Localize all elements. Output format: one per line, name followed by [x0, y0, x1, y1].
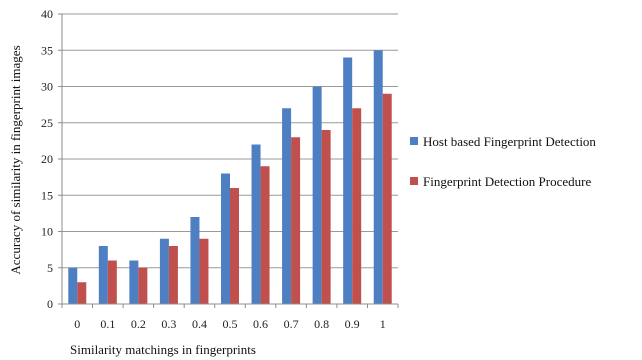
x-tick-label: 0.4 — [192, 317, 207, 331]
y-axis-title: Accuracy of similarity in fingerprint im… — [8, 45, 23, 274]
legend-swatch-series-2 — [410, 177, 418, 185]
x-tick-label: 0.8 — [314, 317, 329, 331]
y-tick-label: 15 — [41, 188, 53, 202]
x-tick-label: 0.7 — [284, 317, 299, 331]
bar-series-1 — [282, 108, 292, 304]
bar-series-2 — [138, 267, 148, 304]
x-tick-label: 0.3 — [161, 317, 176, 331]
y-tick-label: 25 — [41, 116, 53, 130]
bar-series-1 — [312, 86, 322, 304]
x-tick-label: 0.1 — [100, 317, 115, 331]
bar-series-1 — [373, 50, 383, 304]
bar-series-1 — [98, 246, 108, 304]
legend-label-series-2: Fingerprint Detection Procedure — [423, 174, 591, 189]
x-tick-label: 0.6 — [253, 317, 268, 331]
bar-series-2 — [77, 282, 87, 304]
bar-series-2 — [382, 93, 392, 304]
bar-series-1 — [221, 173, 230, 304]
y-tick-label: 5 — [47, 261, 53, 275]
bar-series-2 — [260, 166, 270, 304]
bar-series-2 — [199, 238, 209, 304]
bar-series-2 — [352, 108, 362, 304]
x-tick-label: 0.2 — [131, 317, 146, 331]
bar-series-1 — [343, 57, 353, 304]
y-tick-label: 20 — [41, 152, 53, 166]
bar-series-2 — [230, 188, 239, 304]
x-tick-label: 0 — [74, 317, 80, 331]
bar-series-1 — [159, 238, 169, 304]
bar-series-2 — [321, 130, 331, 304]
y-tick-label: 40 — [41, 7, 53, 21]
bar-series-2 — [291, 137, 301, 304]
x-tick-label: 0.5 — [223, 317, 238, 331]
legend-label-series-1: Host based Fingerprint Detection — [423, 134, 596, 149]
x-axis-ticks: 0 0.1 0.2 0.3 0.4 0.5 0.6 0.7 0.8 0.9 1 — [61, 304, 399, 331]
y-tick-label: 30 — [41, 80, 53, 94]
bar-series-2 — [168, 246, 178, 304]
x-axis-title: Similarity matchings in fingerprints — [70, 342, 256, 357]
x-tick-label: 0.9 — [345, 317, 360, 331]
legend-swatch-series-1 — [410, 137, 418, 145]
bar-series-1 — [129, 260, 139, 304]
y-tick-label: 10 — [41, 225, 53, 239]
bars — [68, 50, 392, 304]
legend: Host based Fingerprint Detection Fingerpr… — [410, 134, 596, 189]
y-tick-label: 0 — [47, 297, 53, 311]
bar-series-2 — [107, 260, 117, 304]
y-axis-ticks: 0 5 10 15 20 25 30 35 40 — [41, 7, 62, 311]
y-tick-label: 35 — [41, 43, 53, 57]
bar-series-1 — [251, 144, 261, 304]
bar-series-1 — [190, 217, 200, 304]
x-tick-label: 1 — [380, 317, 386, 331]
bar-series-1 — [68, 267, 78, 304]
